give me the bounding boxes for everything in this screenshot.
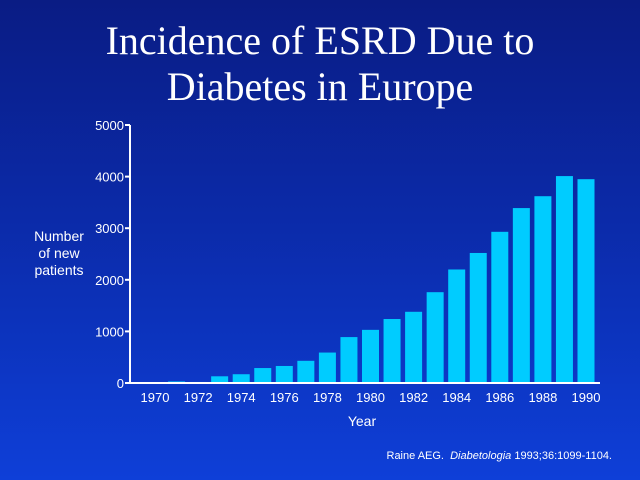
x-tick-label: 1980	[356, 390, 385, 405]
x-tick-label: 1990	[572, 390, 601, 405]
bar-1985	[469, 252, 487, 383]
bar-1990	[577, 179, 595, 383]
x-tick-label: 1970	[141, 390, 170, 405]
citation-journal: Diabetologia	[450, 450, 512, 462]
bar-1982	[405, 311, 423, 383]
x-tick-label: 1972	[184, 390, 213, 405]
bar-1984	[448, 269, 466, 383]
citation-author: Raine AEG.	[386, 450, 444, 462]
title-line-2: Diabetes in Europe	[166, 64, 474, 109]
bar-1975	[254, 368, 272, 383]
citation: Raine AEG. Diabetologia 1993;36:1099-110…	[387, 450, 613, 462]
y-tick-label: 1000	[95, 324, 124, 339]
y-label-line: of new	[38, 245, 80, 261]
chart-title: Incidence of ESRD Due to Diabetes in Eur…	[0, 18, 640, 110]
citation-ref: 1993;36:1099-1104.	[514, 450, 612, 462]
y-tick-label: 3000	[95, 221, 124, 236]
bar-1976	[275, 365, 293, 383]
bar-1987	[512, 208, 530, 383]
x-tick-label: 1986	[485, 390, 514, 405]
bar-1974	[232, 374, 250, 383]
bar-1979	[340, 337, 358, 383]
y-label-line: patients	[34, 262, 84, 278]
bar-1978	[318, 352, 336, 383]
x-tick-label: 1978	[313, 390, 342, 405]
y-axis-label: Number of new patients	[22, 228, 96, 279]
x-tick-label: 1974	[227, 390, 256, 405]
x-tick-label: 1982	[399, 390, 428, 405]
x-axis-label: Year	[348, 413, 377, 429]
bar-1977	[297, 360, 315, 383]
y-label-line: Number	[34, 228, 84, 244]
bar-1989	[555, 176, 573, 383]
bar-1973	[211, 376, 229, 383]
bar-1980	[362, 329, 379, 383]
y-tick-label: 5000	[95, 118, 124, 133]
y-tick-label: 4000	[95, 170, 124, 185]
x-tick-label: 1988	[528, 390, 557, 405]
y-tick-label: 0	[117, 376, 124, 391]
bar-1986	[491, 231, 509, 383]
title-line-1: Incidence of ESRD Due to	[105, 18, 535, 63]
y-tick-label: 2000	[95, 273, 124, 288]
bar-1983	[426, 292, 444, 383]
bar-1981	[383, 319, 401, 383]
x-tick-label: 1984	[442, 390, 471, 405]
bar-1988	[534, 196, 552, 383]
x-tick-label: 1976	[270, 390, 299, 405]
